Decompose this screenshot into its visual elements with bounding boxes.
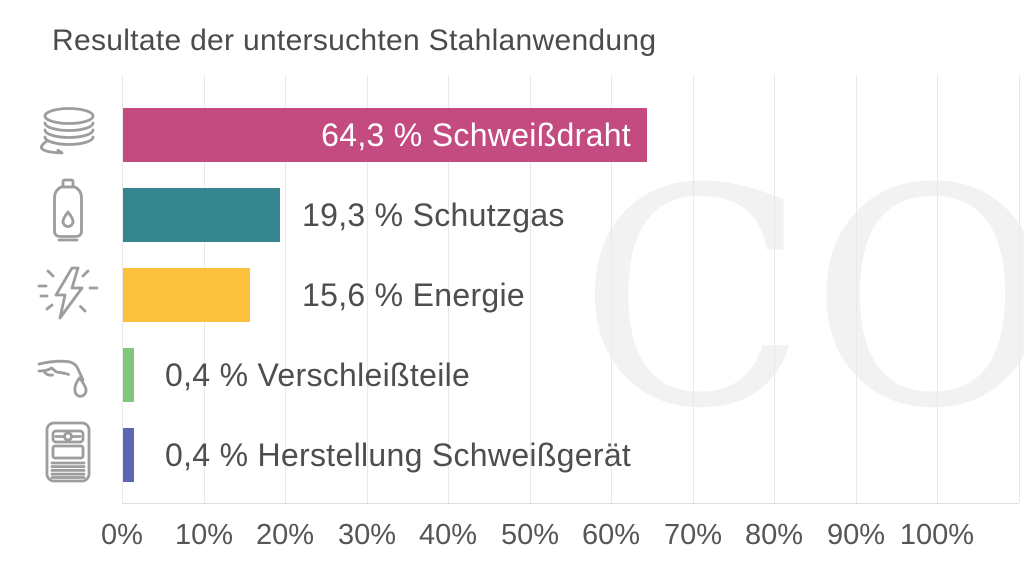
x-tick-label: 10% <box>174 519 234 551</box>
x-tick-label: 40% <box>418 519 478 551</box>
chart-title: Resultate der untersuchten Stahlanwendun… <box>52 24 657 57</box>
x-tick-label: 90% <box>826 519 886 551</box>
x-tick-label: 50% <box>500 519 560 551</box>
gridline <box>1019 75 1020 503</box>
welding-machine-icon <box>32 418 104 490</box>
bar-label: 19,3 % Schutzgas <box>302 196 565 233</box>
bar-2 <box>123 188 280 242</box>
gridline <box>122 75 123 503</box>
x-tick-label: 0% <box>101 519 143 551</box>
wire-coil-icon <box>32 100 104 172</box>
bar-label: 15,6 % Energie <box>302 276 526 313</box>
bar-label: 0,4 % Verschleißteile <box>165 356 471 393</box>
gridline <box>448 75 449 503</box>
x-tick-label: 80% <box>744 519 804 551</box>
x-axis-line <box>122 503 1019 504</box>
gridline <box>774 75 775 503</box>
bar-label: 0,4 % Herstellung Schweißgerät <box>165 436 632 473</box>
bar-4 <box>123 348 134 402</box>
bar-label: 64,3 % Schweißdraht <box>321 116 631 153</box>
gridline <box>530 75 531 503</box>
gridline <box>285 75 286 503</box>
bar-1: 64,3 % Schweißdraht <box>123 108 647 162</box>
bar-3 <box>123 268 250 322</box>
background-watermark: CO <box>578 125 1024 474</box>
gridline <box>937 75 938 503</box>
x-tick-label: 30% <box>337 519 397 551</box>
gas-cylinder-icon <box>32 176 104 248</box>
energy-bolt-icon <box>32 258 104 330</box>
x-tick-label: 60% <box>581 519 641 551</box>
gridline <box>856 75 857 503</box>
bar-5 <box>123 428 134 482</box>
x-tick-label: 20% <box>255 519 315 551</box>
gridline <box>693 75 694 503</box>
gridline <box>611 75 612 503</box>
x-tick-label: 100% <box>899 519 975 551</box>
welding-torch-icon <box>32 340 104 412</box>
gridline <box>367 75 368 503</box>
x-tick-label: 70% <box>663 519 723 551</box>
